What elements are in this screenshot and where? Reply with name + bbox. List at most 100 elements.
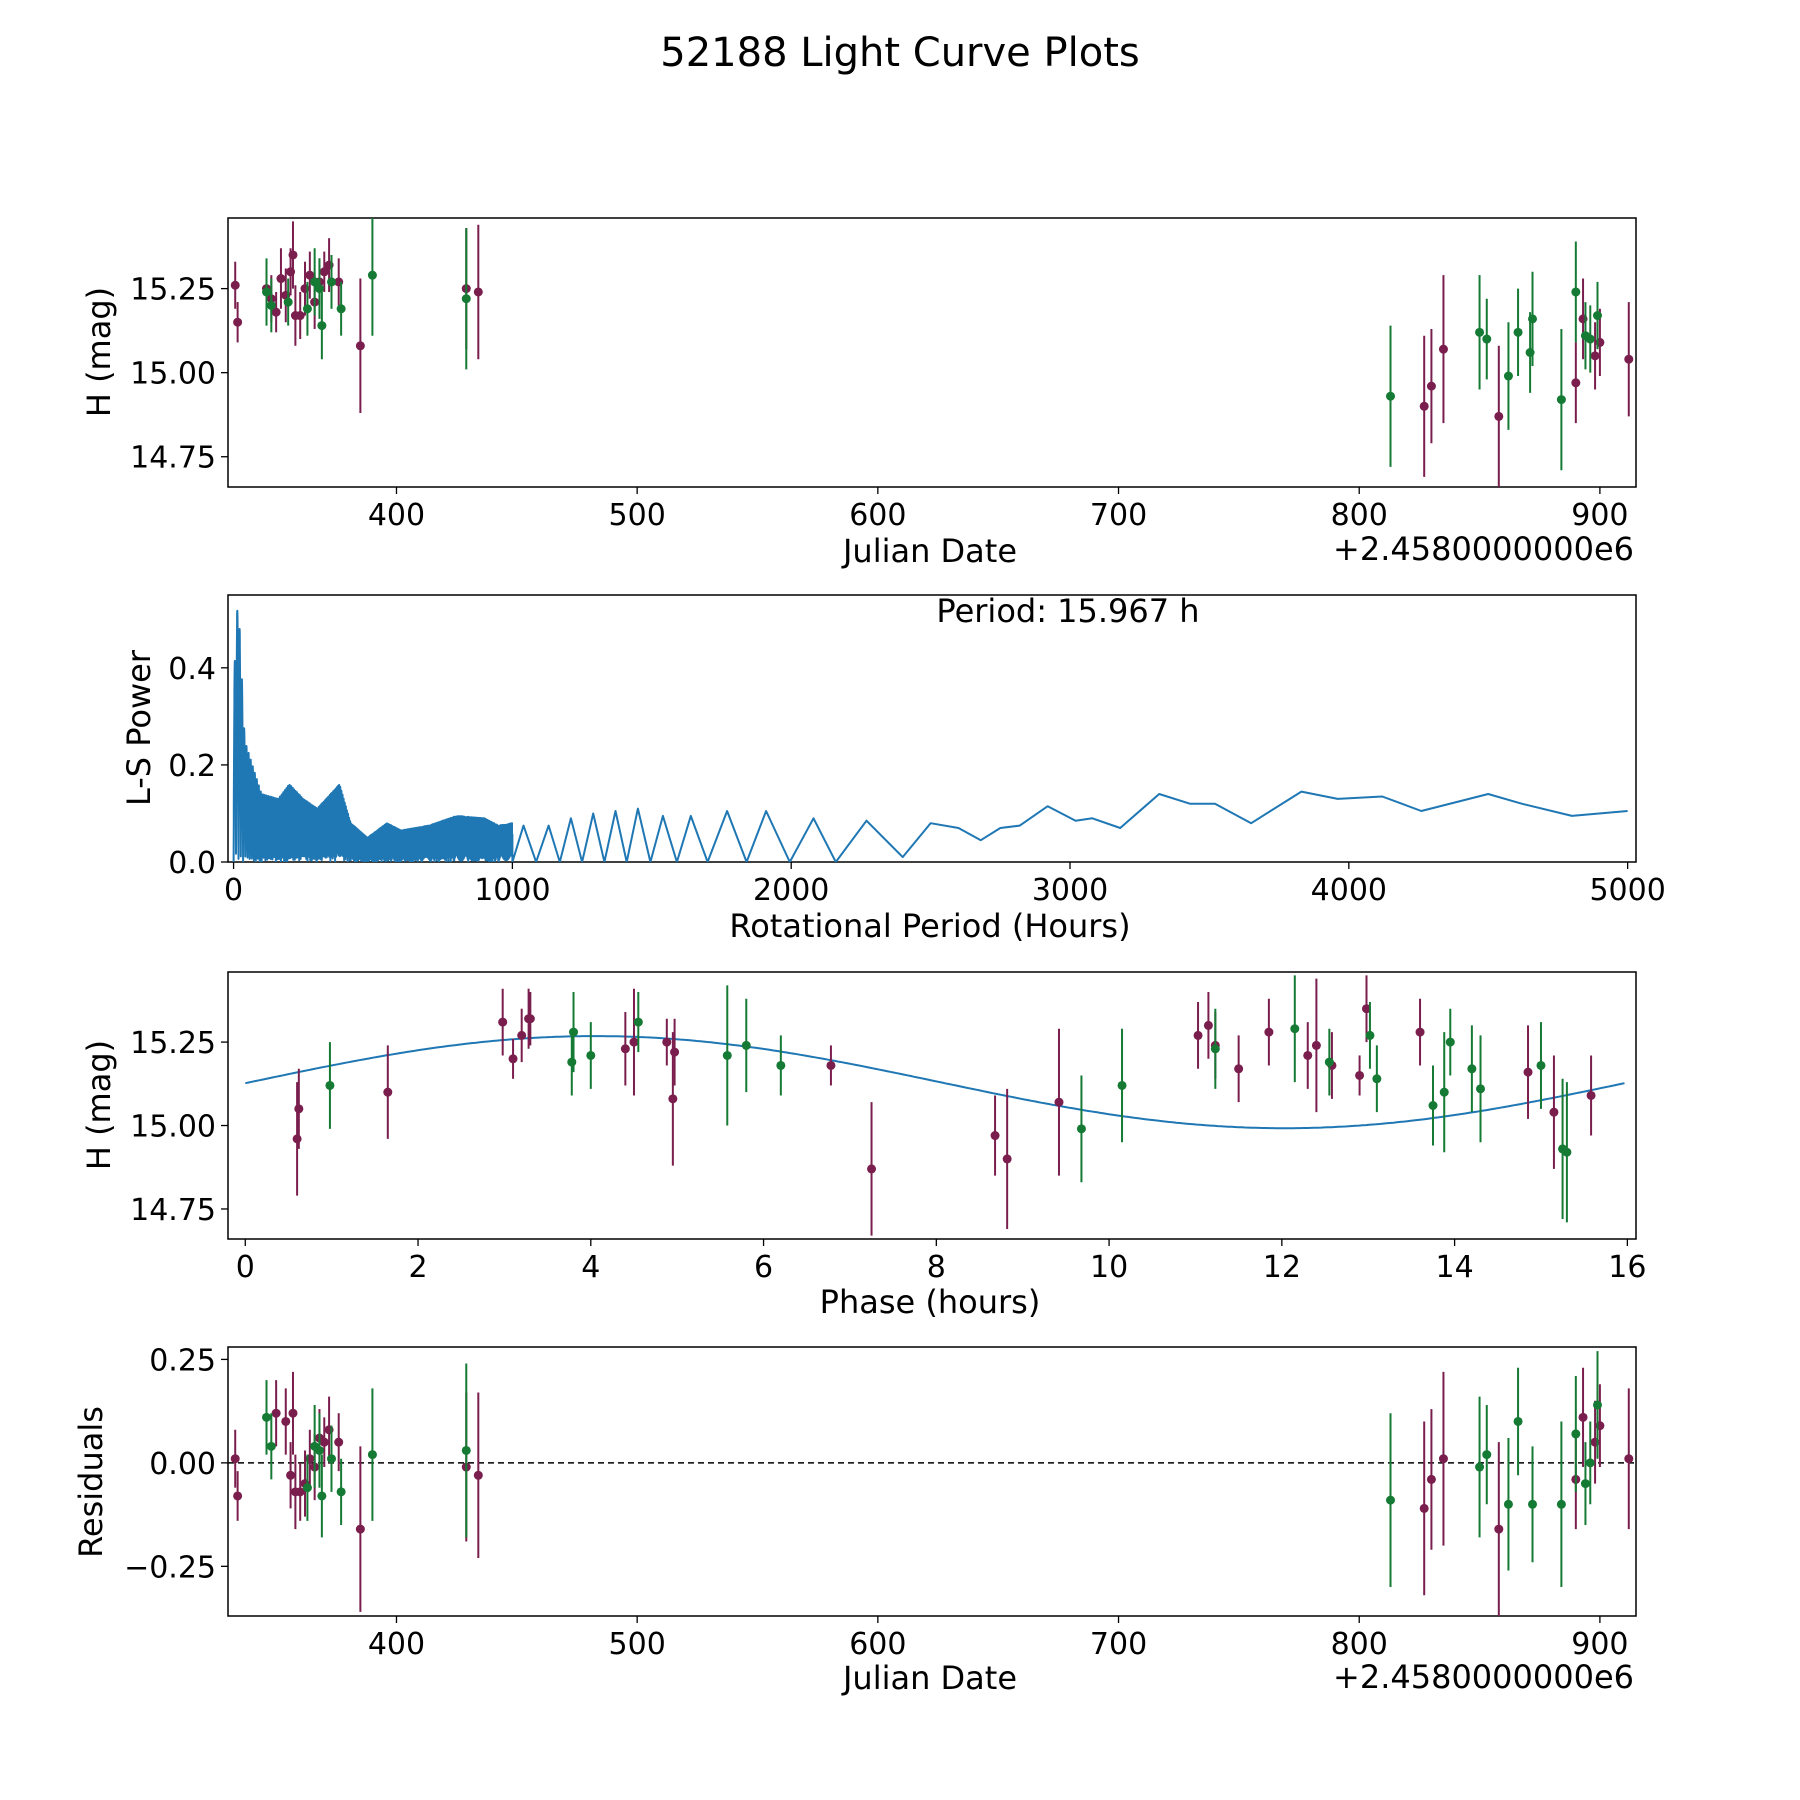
data-point: [722, 985, 732, 1126]
data-marker: [1426, 381, 1436, 391]
data-point: [1586, 1055, 1596, 1136]
data-point: [1419, 335, 1429, 477]
data-marker: [1494, 411, 1504, 421]
data-marker: [1513, 1416, 1523, 1426]
y-axis-ticks: 14.75 15.00 15.25: [130, 1026, 228, 1228]
data-point: [1562, 1082, 1572, 1223]
data-point: [1311, 978, 1321, 1113]
data-point: [1324, 1028, 1334, 1096]
data-point: [367, 1388, 377, 1521]
data-marker: [1624, 1454, 1634, 1464]
x-tick-label: 5000: [1589, 873, 1665, 908]
data-marker: [230, 1454, 240, 1464]
data-point: [1536, 1022, 1546, 1109]
x-tick-label: 8: [927, 1250, 946, 1285]
data-marker: [262, 287, 272, 297]
x-tick-label: 14: [1436, 1250, 1474, 1285]
x-axis-label: Rotational Period (Hours): [729, 907, 1130, 945]
y-tick-label: 0.00: [149, 1447, 216, 1482]
data-point: [633, 992, 643, 1053]
data-point: [288, 221, 298, 289]
data-marker: [1562, 1147, 1572, 1157]
data-point: [233, 1471, 243, 1521]
data-point: [1503, 322, 1513, 430]
data-marker: [1386, 1495, 1396, 1505]
data-marker: [1117, 1080, 1127, 1090]
data-point: [292, 1082, 302, 1196]
data-marker: [1556, 395, 1566, 405]
y-tick-label: 0.4: [168, 652, 216, 687]
data-point: [383, 1045, 393, 1139]
data-marker: [586, 1050, 596, 1060]
panel-periodogram: 0 1000 2000 3000 4000 5000 0.0 0.2 0.4 Period: …: [120, 592, 1666, 945]
y-axis-label: Residuals: [72, 1406, 110, 1558]
data-point: [498, 988, 508, 1056]
data-point: [1513, 288, 1523, 377]
data-marker: [741, 1040, 751, 1050]
data-marker: [271, 307, 281, 317]
data-point: [473, 224, 483, 360]
x-axis-ticks: 400 500 600 700 800 900: [368, 487, 1629, 533]
data-point: [1467, 1025, 1477, 1113]
data-marker: [1426, 1474, 1436, 1484]
data-point: [276, 248, 286, 309]
data-marker: [1585, 334, 1595, 344]
data-point: [1523, 1025, 1533, 1119]
data-marker: [367, 1450, 377, 1460]
data-point: [1438, 1371, 1448, 1546]
data-marker: [1586, 1090, 1596, 1100]
data-point: [569, 992, 579, 1073]
data-point: [1210, 1008, 1220, 1089]
data-marker: [310, 277, 320, 287]
data-marker: [314, 1445, 324, 1455]
data-marker: [1590, 351, 1600, 361]
data-point: [326, 254, 336, 309]
data-point: [1372, 1045, 1382, 1113]
data-point: [1264, 998, 1274, 1066]
data-marker: [1592, 311, 1602, 321]
data-marker: [1585, 1458, 1595, 1468]
data-point: [1528, 1446, 1538, 1563]
x-tick-label: 2000: [753, 873, 829, 908]
data-marker: [319, 267, 329, 277]
data-layer: [228, 1351, 1636, 1616]
x-tick-label: 600: [849, 1627, 906, 1662]
axes-frame: [227, 971, 1637, 1240]
data-point: [295, 1462, 305, 1521]
data-marker: [281, 1416, 291, 1426]
x-axis-offset-label: +2.4580000000e6: [1333, 1658, 1634, 1696]
data-marker: [1571, 1429, 1581, 1439]
data-marker: [1210, 1044, 1220, 1054]
data-point: [1528, 271, 1538, 366]
x-tick-label: 4: [581, 1250, 600, 1285]
y-tick-label: 0.2: [168, 749, 216, 784]
x-axis-ticks: 400 500 600 700 800 900: [368, 1616, 1629, 1662]
data-point: [302, 1454, 312, 1521]
data-point: [1513, 1367, 1523, 1476]
data-point: [586, 1022, 596, 1089]
data-layer: [232, 609, 1628, 862]
data-point: [473, 1392, 483, 1559]
data-point: [1494, 1442, 1504, 1616]
data-marker: [670, 1047, 680, 1057]
data-point: [326, 1425, 336, 1492]
x-tick-label: 6: [754, 1250, 773, 1285]
data-point: [1439, 1032, 1449, 1153]
data-marker: [1445, 1037, 1455, 1047]
data-point: [1386, 1413, 1396, 1588]
x-tick-label: 1000: [474, 873, 550, 908]
axes-frame: [227, 594, 1637, 863]
data-point: [1624, 1388, 1634, 1530]
data-point: [1193, 1002, 1203, 1069]
data-point: [288, 1371, 298, 1455]
x-tick-label: 500: [609, 1627, 666, 1662]
data-marker: [326, 277, 336, 287]
y-tick-label: 15.00: [130, 357, 216, 392]
data-marker: [517, 1030, 527, 1040]
data-marker: [1290, 1024, 1300, 1034]
x-tick-label: 900: [1571, 1627, 1628, 1662]
data-marker: [776, 1060, 786, 1070]
data-marker: [295, 1487, 305, 1497]
data-marker: [314, 284, 324, 294]
